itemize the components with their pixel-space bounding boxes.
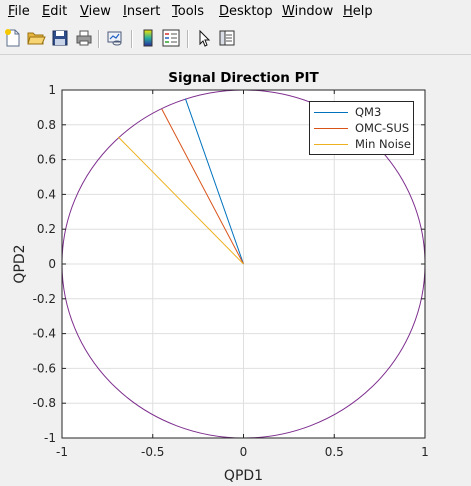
save-icon[interactable]: [50, 28, 70, 48]
legend-line-min-noise: [314, 144, 348, 145]
y-tick-label: 0: [48, 257, 56, 271]
y-tick-label: 1: [48, 83, 56, 97]
y-tick-label: -0.2: [33, 292, 56, 306]
y-tick-label: 0.2: [37, 222, 56, 236]
chart-title: Signal Direction PIT: [168, 70, 319, 86]
x-tick-label: 0.5: [325, 445, 344, 459]
toolbar-separator: [187, 30, 189, 48]
x-tick-label: 0: [240, 445, 248, 459]
legend-label: OMC-SUS: [355, 121, 410, 135]
toolbar: [0, 24, 471, 55]
legend-entry: QM3: [310, 104, 413, 120]
menu-help[interactable]: Help: [343, 4, 373, 19]
colorbar-icon[interactable]: [138, 28, 158, 48]
menu-desktop[interactable]: Desktop: [219, 4, 273, 19]
toolbar-separator: [98, 30, 100, 48]
legend-label: QM3: [355, 105, 382, 119]
new-figure-icon[interactable]: [3, 28, 23, 48]
y-tick-label: -0.6: [33, 361, 56, 375]
legend-line-qm3: [314, 112, 348, 113]
y-tick-label: -1: [44, 431, 56, 445]
y-tick-label: -0.8: [33, 396, 56, 410]
series-line-qm3: [184, 98, 244, 265]
y-axis-label: QPD2: [12, 244, 28, 283]
y-tick-label: 0.6: [37, 153, 56, 167]
print-icon[interactable]: [74, 28, 94, 48]
legend-entry: Min Noise: [310, 136, 413, 152]
series-line-omc-sus: [161, 108, 244, 265]
y-tick-label: -0.4: [33, 327, 56, 341]
y-tick-label: 0.4: [37, 187, 56, 201]
menu-file[interactable]: File: [8, 4, 30, 19]
menu-window[interactable]: Window: [282, 4, 334, 19]
menu-bar: File Edit View Insert Tools Desktop Wind…: [0, 0, 471, 24]
menu-edit[interactable]: Edit: [42, 4, 68, 19]
menu-insert[interactable]: Insert: [123, 4, 161, 19]
y-tick-label: 0.8: [37, 118, 56, 132]
legend-label: Min Noise: [355, 137, 411, 151]
property-editor-icon[interactable]: [217, 28, 237, 48]
series-line-min-noise: [117, 136, 244, 265]
x-tick-label: -0.5: [141, 445, 164, 459]
legend-icon[interactable]: [161, 28, 181, 48]
toolbar-separator: [131, 30, 133, 48]
menu-view[interactable]: View: [80, 4, 111, 19]
chart-canvas[interactable]: -1 -0.5 0 0.5 1 1 0.8 0.6 0.4 0.2 0 -0.2 -0.4 -0.6 -0.…: [0, 55, 471, 486]
legend-entry: OMC-SUS: [310, 120, 413, 136]
open-file-icon[interactable]: [26, 28, 46, 48]
menu-tools[interactable]: Tools: [172, 4, 205, 19]
legend-line-omc-sus: [314, 128, 348, 129]
x-axis-label: QPD1: [224, 468, 263, 484]
x-tick-label: -1: [56, 445, 68, 459]
x-tick-label: 1: [421, 445, 429, 459]
legend[interactable]: QM3 OMC-SUS Min Noise: [309, 101, 414, 155]
edit-plot-icon[interactable]: [194, 28, 214, 48]
link-plot-icon[interactable]: [105, 28, 125, 48]
